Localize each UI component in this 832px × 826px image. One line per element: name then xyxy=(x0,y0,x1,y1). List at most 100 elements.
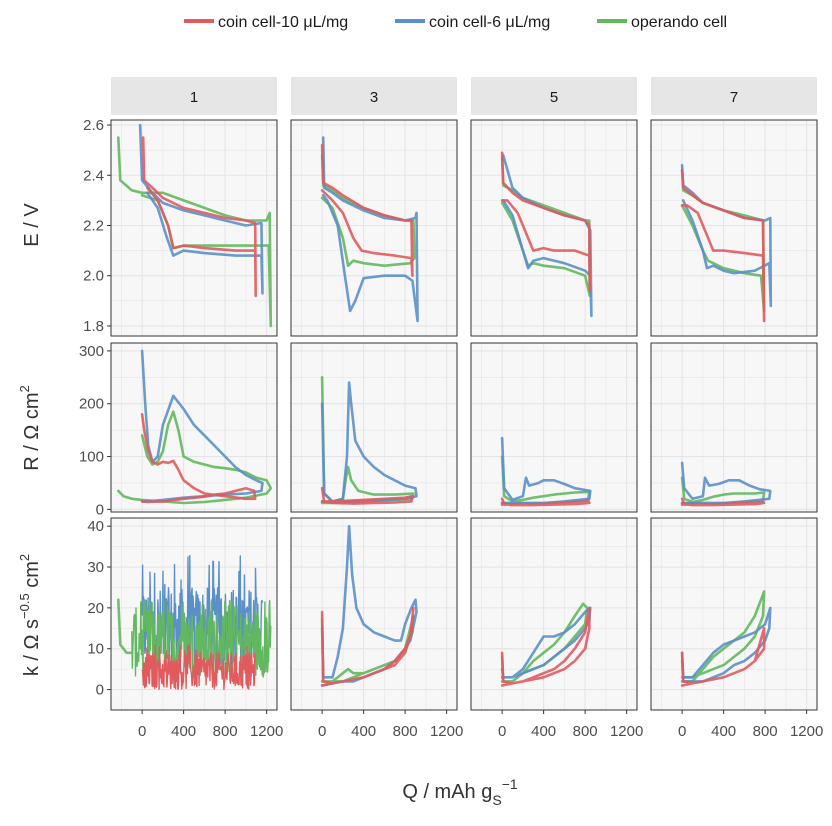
series-line-operando-cell xyxy=(680,590,766,683)
panel-k-7: 0 400 800 1200 xyxy=(650,517,823,740)
y-axis-title-k-sup1: −0.5 xyxy=(17,593,32,619)
y-axis-title-k: k / Ω s−0.5 cm2 xyxy=(17,554,43,676)
x-tick-label: 1200 xyxy=(610,723,643,740)
y-axis-title-k-sup2: 2 xyxy=(17,554,32,561)
facet-strip-label-7: 7 xyxy=(730,89,738,106)
legend-label-operando-cell: operando cell xyxy=(631,14,727,31)
x-tick-label: 0 xyxy=(678,723,686,740)
facet-strip-5 xyxy=(471,77,637,115)
y-tick-label: 300 xyxy=(79,343,104,360)
series-line-coin-cell-10-l-mg xyxy=(500,497,591,507)
series-line-operando-cell xyxy=(117,598,134,655)
panel-border xyxy=(650,119,818,337)
facet-strip-3 xyxy=(291,77,457,115)
x-tick-label: 800 xyxy=(213,723,238,740)
series-line-operando-cell xyxy=(320,153,416,268)
panel-k-1: 0 400 800 1200 0 10 20 30 40 xyxy=(87,517,283,740)
y-tick-label: 0 xyxy=(96,501,104,518)
legend-label-coin-cell-10: coin cell-10 μL/mg xyxy=(218,14,348,31)
panel-border xyxy=(470,517,638,711)
facet-strip-label-3: 3 xyxy=(370,89,378,106)
x-tick-label: 1200 xyxy=(790,723,823,740)
panel-R-1: 0 100 200 300 xyxy=(79,342,278,518)
x-tick-label: 400 xyxy=(531,723,556,740)
facet-strip-label-5: 5 xyxy=(550,89,558,106)
panel-border xyxy=(470,342,638,513)
x-axis-title-main: Q / mAh g xyxy=(402,781,492,803)
panel-E-5 xyxy=(470,119,638,337)
y-axis-title-R: R / Ω cm2 xyxy=(17,385,43,471)
panel-background xyxy=(291,343,457,512)
series-line-coin-cell-10-l-mg xyxy=(680,626,766,687)
panel-border xyxy=(650,342,818,513)
x-tick-label: 800 xyxy=(393,723,418,740)
panel-k-3: 0 400 800 1200 xyxy=(290,517,463,740)
x-tick-label: 0 xyxy=(498,723,506,740)
panel-background xyxy=(471,343,637,512)
y-tick-label: 10 xyxy=(87,641,104,658)
x-tick-label: 1200 xyxy=(430,723,463,740)
x-tick-label: 400 xyxy=(711,723,736,740)
series-line-operando-cell xyxy=(320,614,415,683)
y-tick-label: 30 xyxy=(87,559,104,576)
x-tick-label: 800 xyxy=(573,723,598,740)
y-axis-title-k-mid: cm xyxy=(21,561,43,593)
y-tick-label: 40 xyxy=(87,518,104,535)
facet-strip-label-1: 1 xyxy=(190,89,198,106)
panel-E-7 xyxy=(650,119,818,337)
panel-background xyxy=(651,343,817,512)
panel-E-3 xyxy=(290,119,458,337)
panel-border xyxy=(470,119,638,337)
series-line-coin-cell-10-l-mg xyxy=(680,168,766,323)
series-line-coin-cell-6-l-mg xyxy=(500,436,592,505)
series-line-coin-cell-6-l-mg xyxy=(680,461,772,505)
x-tick-label: 1200 xyxy=(250,723,283,740)
legend-entry-coin-cell-10[interactable]: coin cell-10 μL/mg xyxy=(184,14,348,31)
y-tick-label: 2.0 xyxy=(83,268,104,285)
y-tick-label: 2.2 xyxy=(83,217,104,234)
legend-entry-operando-cell[interactable]: operando cell xyxy=(597,14,727,31)
panel-R-3 xyxy=(290,342,458,513)
panel-background xyxy=(111,120,277,336)
facet-strip-1 xyxy=(111,77,277,115)
panel-border xyxy=(290,342,458,513)
series-line-coin-cell-10-l-mg-noisy xyxy=(141,644,256,691)
panel-border xyxy=(290,119,458,337)
legend: coin cell-10 μL/mg coin cell-6 μL/mg ope… xyxy=(184,14,727,31)
x-tick-label: 0 xyxy=(318,723,326,740)
series-line-coin-cell-10-l-mg xyxy=(320,606,415,687)
x-axis-title: Q / mAh gS−1 xyxy=(402,776,518,808)
x-tick-label: 400 xyxy=(171,723,196,740)
series-line-coin-cell-10-l-mg xyxy=(140,412,257,504)
x-axis-title-sub: S xyxy=(492,792,501,808)
panel-R-5 xyxy=(470,342,638,513)
panel-background xyxy=(651,120,817,336)
panel-background xyxy=(651,518,817,710)
panel-k-5: 0 400 800 1200 xyxy=(470,517,643,740)
x-axis-title-sup: −1 xyxy=(502,776,518,792)
series-line-coin-cell-6-l-mg xyxy=(321,136,419,323)
y-tick-label: 2.6 xyxy=(83,117,104,134)
y-tick-label: 200 xyxy=(79,396,104,413)
y-tick-label: 100 xyxy=(79,449,104,466)
panel-background xyxy=(471,518,637,710)
panel-E-1: 1.8 2.0 2.2 2.4 2.6 xyxy=(83,117,278,337)
panel-border xyxy=(110,342,278,513)
panel-background xyxy=(111,343,277,512)
series-line-coin-cell-6-l-mg xyxy=(138,123,264,295)
facet-strip-7 xyxy=(651,77,817,115)
y-tick-label: 0 xyxy=(96,682,104,699)
series-line-coin-cell-10-l-mg xyxy=(680,497,766,507)
panel-border xyxy=(650,517,818,711)
legend-entry-coin-cell-6[interactable]: coin cell-6 μL/mg xyxy=(395,14,550,31)
panel-background xyxy=(291,120,457,336)
y-axis-title-E: E / V xyxy=(21,203,43,247)
series-line-coin-cell-10-l-mg xyxy=(141,136,257,298)
panel-border xyxy=(110,517,278,711)
x-tick-label: 400 xyxy=(351,723,376,740)
y-tick-label: 20 xyxy=(87,600,104,617)
y-axis-title-R-sup: 2 xyxy=(17,385,32,392)
series-line-coin-cell-10-l-mg xyxy=(320,486,414,505)
